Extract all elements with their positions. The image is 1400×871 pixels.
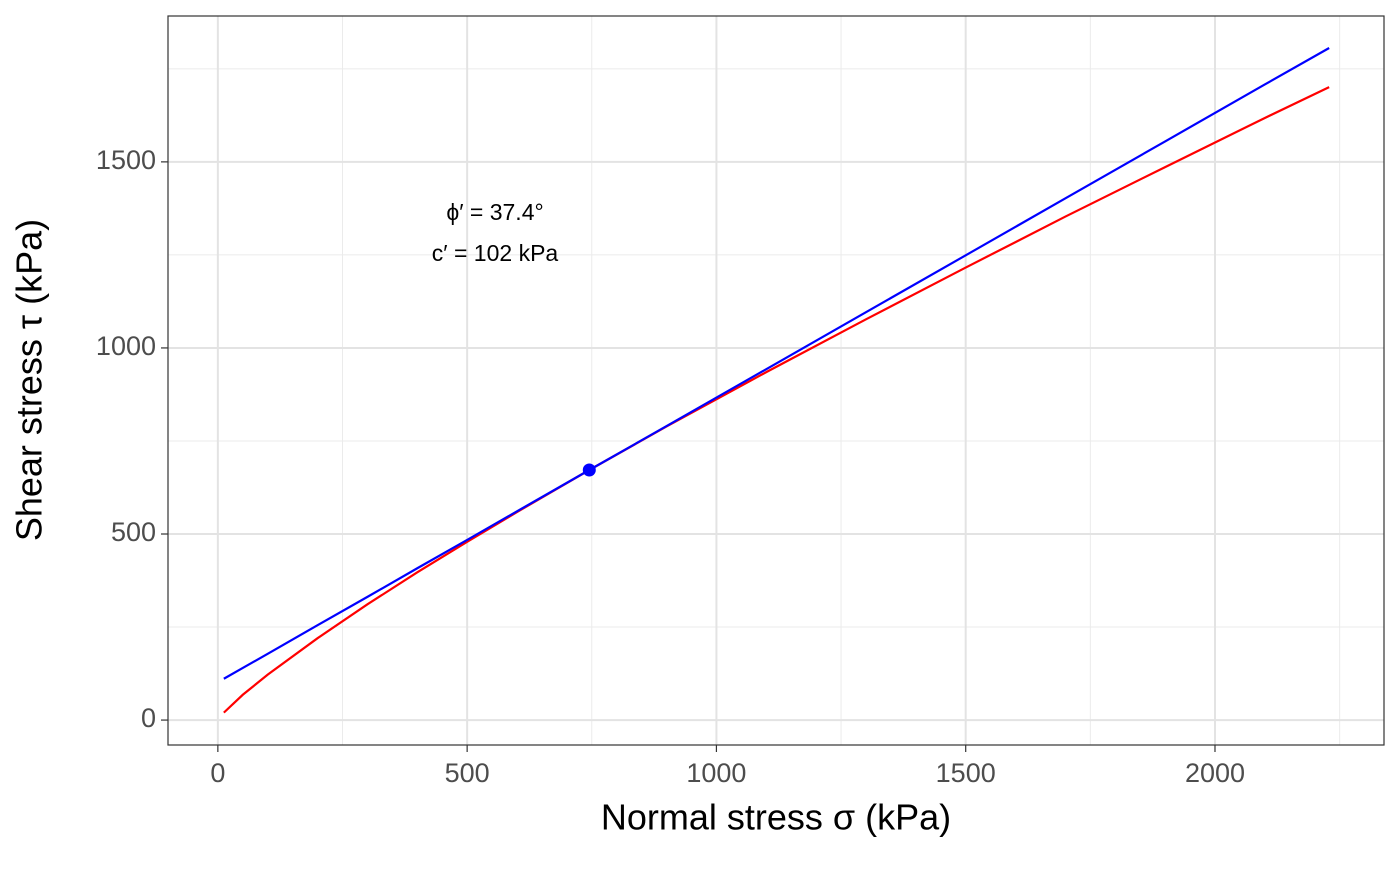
y-tick-label: 500 (111, 517, 156, 547)
x-tick-label: 0 (210, 758, 225, 788)
series-line (223, 86, 1330, 714)
y-tick-label: 0 (141, 703, 156, 733)
panel-border (167, 15, 1385, 746)
y-axis-title: Shear stress τ (kPa) (9, 219, 50, 541)
x-axis-title: Normal stress σ (kPa) (601, 797, 951, 838)
x-tick-label: 500 (445, 758, 490, 788)
tangent-point (582, 463, 596, 477)
marks (223, 47, 1330, 714)
x-tick-label: 1000 (686, 758, 746, 788)
x-tick-label: 2000 (1185, 758, 1245, 788)
y-tick-label: 1500 (96, 145, 156, 175)
y-tick-label: 1000 (96, 331, 156, 361)
annotation: c′ = 102 kPa (432, 240, 559, 266)
annotation: ϕ′ = 37.4° (446, 199, 543, 225)
grid (168, 16, 1384, 745)
x-tick-label: 1500 (936, 758, 996, 788)
series-line (223, 47, 1330, 680)
